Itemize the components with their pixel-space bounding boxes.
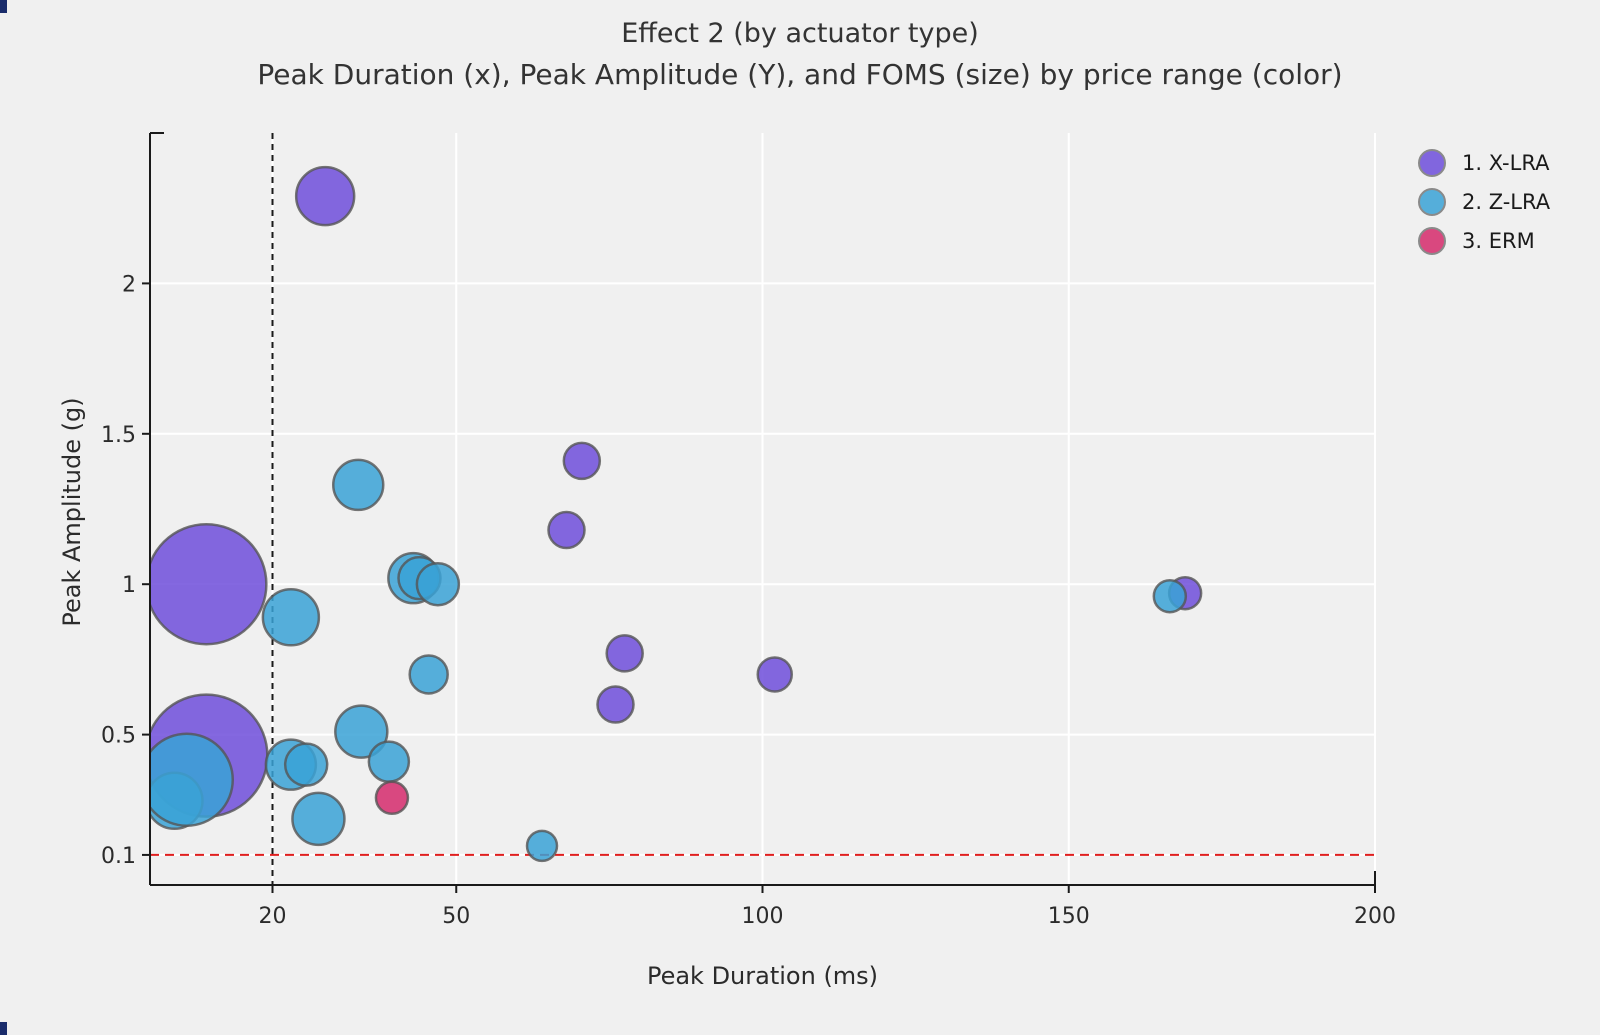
chart-subtitle: Peak Duration (x), Peak Amplitude (Y), a… — [257, 58, 1343, 91]
y-tick-label: 0.1 — [101, 844, 136, 869]
gridlines — [150, 133, 1376, 885]
bubble — [605, 634, 644, 673]
bubble — [367, 740, 411, 783]
x-tick-label: 100 — [742, 904, 784, 929]
bubble — [596, 685, 635, 724]
bubble — [525, 829, 559, 863]
bubble — [334, 704, 389, 759]
chart-title: Effect 2 (by actuator type) — [621, 18, 979, 49]
bubble — [415, 561, 461, 607]
legend-label: 3. ERM — [1462, 229, 1535, 253]
legend-swatch-icon — [1418, 227, 1446, 255]
legend-item-1: 1. X-LRA — [1418, 146, 1550, 180]
y-tick-label: 1 — [122, 573, 136, 598]
legend-swatch-icon — [1418, 149, 1446, 177]
bubble — [291, 791, 346, 847]
y-axis-label: Peak Amplitude (g) — [58, 397, 86, 627]
bubble-series-3 — [374, 780, 410, 816]
bubble — [408, 654, 449, 695]
bubbles — [150, 165, 1203, 863]
bubble — [150, 522, 268, 646]
x-tick-label: 150 — [1048, 904, 1090, 929]
y-tick-label: 0.5 — [101, 724, 136, 749]
bubble-series-1 — [150, 165, 1203, 818]
bubble — [261, 588, 321, 647]
legend-label: 1. X-LRA — [1462, 151, 1550, 175]
bubble — [547, 510, 586, 550]
bubble — [756, 656, 793, 693]
bubble — [294, 165, 356, 227]
window-edge-top-left — [0, 0, 7, 13]
legend-item-2: 2. Z-LRA — [1418, 185, 1550, 219]
bubble — [332, 458, 385, 512]
bubble — [562, 441, 602, 481]
bubble — [283, 742, 329, 787]
legend-label: 2. Z-LRA — [1462, 190, 1551, 214]
axis-ticks: 20 50 100 150 200 0.1 0.5 1 1.5 2 — [101, 272, 1396, 929]
reference-lines — [150, 133, 1375, 885]
bubble — [150, 732, 234, 827]
window-edge-bottom-left — [0, 1022, 7, 1035]
y-tick-label: 2 — [122, 272, 136, 297]
bubble-series-2 — [150, 458, 1188, 863]
x-tick-label: 200 — [1354, 904, 1396, 929]
legend-swatch-icon — [1418, 188, 1446, 216]
bubble — [1152, 578, 1188, 614]
x-tick-label: 50 — [442, 904, 470, 929]
legend: 1. X-LRA 2. Z-LRA 3. ERM — [1418, 146, 1550, 258]
legend-item-3: 3. ERM — [1418, 224, 1550, 258]
x-axis-label: Peak Duration (ms) — [646, 962, 879, 990]
y-tick-label: 1.5 — [101, 423, 136, 448]
bubble — [374, 780, 410, 816]
x-tick-label: 20 — [259, 904, 287, 929]
